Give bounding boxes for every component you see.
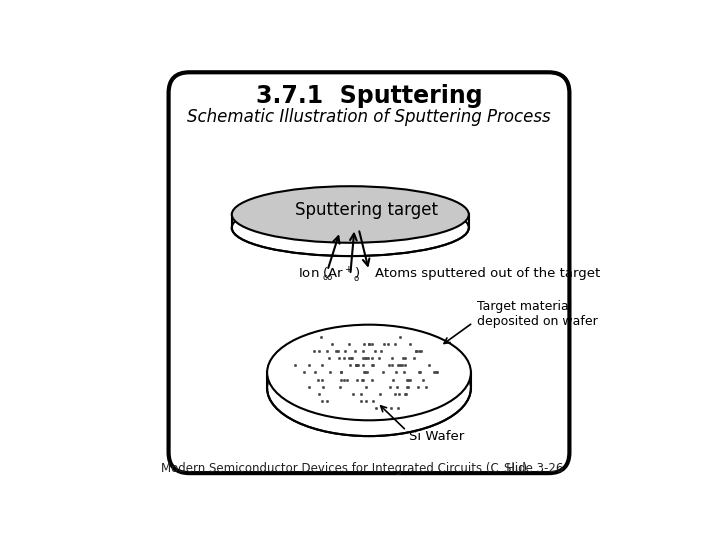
Text: Schematic Illustration of Sputtering Process: Schematic Illustration of Sputtering Pro… (187, 108, 551, 126)
Text: Target material
deposited on wafer: Target material deposited on wafer (477, 300, 598, 328)
Text: oo: oo (323, 273, 333, 282)
Text: Si Wafer: Si Wafer (408, 430, 464, 443)
Text: Atoms sputtered out of the target: Atoms sputtered out of the target (375, 267, 600, 280)
Ellipse shape (267, 341, 471, 436)
Text: Ion (Ar$^+$): Ion (Ar$^+$) (298, 266, 361, 282)
Text: 3.7.1  Sputtering: 3.7.1 Sputtering (256, 84, 482, 108)
Text: Slide 3-26: Slide 3-26 (503, 462, 563, 475)
Ellipse shape (267, 325, 471, 420)
Ellipse shape (232, 199, 469, 256)
Text: o: o (353, 274, 359, 283)
Text: Modern Semiconductor Devices for Integrated Circuits (C. Hu): Modern Semiconductor Devices for Integra… (161, 462, 527, 475)
Ellipse shape (232, 186, 469, 243)
Text: Sputtering target: Sputtering target (295, 201, 438, 219)
FancyBboxPatch shape (168, 72, 570, 473)
